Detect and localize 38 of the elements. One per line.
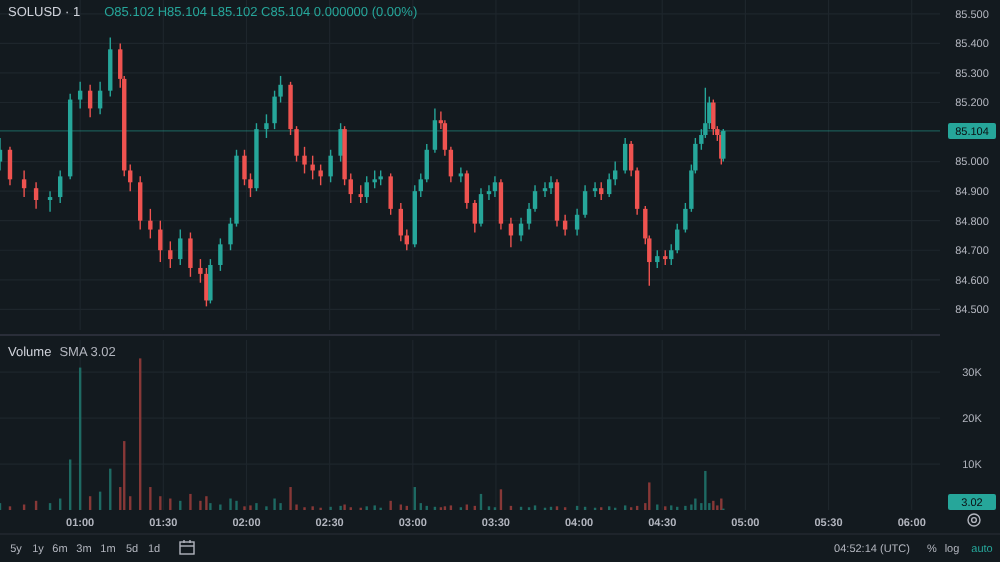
candlestick	[548, 175, 554, 195]
candlestick	[218, 237, 223, 272]
candlestick	[58, 169, 63, 204]
candlestick	[338, 122, 343, 163]
candlestick	[138, 175, 143, 231]
candlestick	[478, 187, 484, 228]
candlestick	[148, 208, 153, 240]
candlestick	[542, 181, 548, 198]
candlestick	[77, 81, 83, 110]
candlestick	[47, 190, 53, 213]
candlestick	[264, 113, 269, 139]
candlestick	[33, 181, 39, 210]
candlestick	[554, 178, 560, 228]
candlestick	[388, 172, 393, 216]
candlestick	[711, 98, 716, 136]
candlestick	[458, 166, 464, 183]
candlestick	[582, 184, 588, 219]
candlestick	[486, 184, 492, 201]
candlestick	[472, 199, 478, 234]
candlestick	[188, 231, 193, 278]
candlestick	[21, 169, 27, 198]
candlestick	[310, 154, 315, 181]
candlestick	[592, 181, 598, 198]
candlestick	[464, 169, 470, 210]
candlestick	[302, 146, 307, 175]
candlestick	[168, 240, 173, 269]
candlestick	[574, 208, 580, 237]
candlestick	[432, 107, 438, 154]
candlestick	[328, 149, 333, 183]
candlestick	[562, 214, 568, 237]
candlestick	[208, 258, 213, 305]
candlestick	[108, 36, 113, 98]
candlestick	[492, 175, 498, 198]
candlestick	[498, 178, 504, 231]
candlestick	[158, 219, 163, 263]
candlestick	[178, 228, 183, 266]
candlestick	[318, 163, 323, 186]
candlestick	[364, 175, 369, 204]
